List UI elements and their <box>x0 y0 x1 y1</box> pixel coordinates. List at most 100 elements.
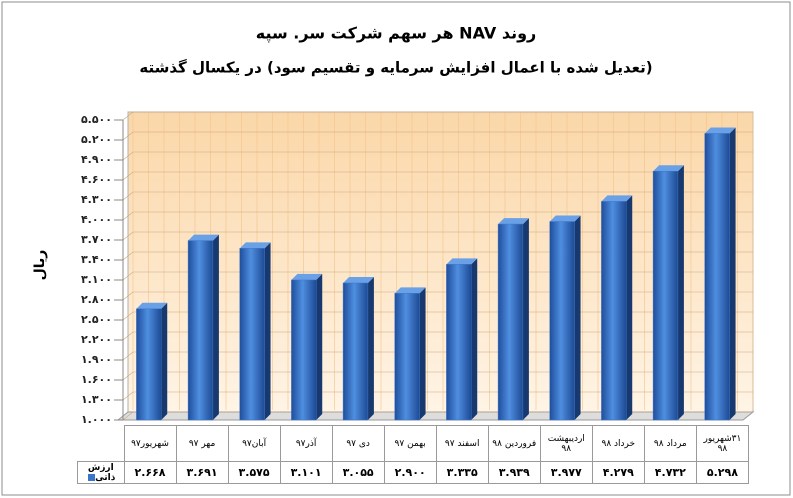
grid-line <box>122 111 753 121</box>
y-tick-label: ۵.۲۰۰ <box>81 133 112 146</box>
grid-line <box>122 191 753 201</box>
bar-top <box>498 218 529 225</box>
value-label: ۳.۰۵۵ <box>331 461 385 484</box>
bar-group <box>497 218 529 421</box>
grid-line <box>122 291 753 301</box>
value-label: ۳.۵۷۵ <box>227 461 281 484</box>
y-tick-label: ۳.۷۰۰ <box>81 233 112 246</box>
bar-top <box>239 242 271 249</box>
bar-side <box>471 258 478 420</box>
category-label: مرداد ۹۸ <box>643 425 697 462</box>
category-label: مهر ۹۷ <box>175 425 229 462</box>
bar <box>187 240 214 421</box>
value-label: ۳.۱۰۱ <box>279 461 333 484</box>
category-label: بهمن ۹۷ <box>383 425 437 462</box>
value-label: ۳.۶۹۱ <box>175 461 229 484</box>
bar-side <box>212 234 219 420</box>
y-tick-label: ۴.۳۰۰ <box>81 193 112 206</box>
value-label: ۲.۹۰۰ <box>383 461 437 484</box>
bar <box>136 308 162 421</box>
value-label: ۵.۲۹۸ <box>695 461 750 484</box>
category-label: ۳۱شهریور ۹۸ <box>695 425 750 462</box>
chart-title: روند NAV هر سهم شرکت سر. سپه <box>256 24 536 44</box>
bar <box>394 293 420 421</box>
bar-side <box>522 218 529 420</box>
grid-line <box>122 371 753 381</box>
value-label: ۲.۶۶۸ <box>123 461 177 484</box>
value-label: ۴.۷۳۲ <box>643 461 697 484</box>
bar-top <box>136 302 168 309</box>
grid-line <box>122 411 753 421</box>
grid-line <box>122 351 753 361</box>
y-axis-label: ریال <box>32 250 48 281</box>
bar-side <box>677 165 684 420</box>
grid-line <box>122 171 753 181</box>
bar-top <box>394 287 426 294</box>
bar-group <box>187 234 219 421</box>
bar-side <box>367 277 374 420</box>
grid-line <box>122 271 753 281</box>
category-label: فروردین ۹۸ <box>487 425 541 462</box>
bar-group <box>549 215 581 421</box>
category-label: اردیبهشت ۹۸ <box>539 425 593 462</box>
category-label: دی ۹۷ <box>331 425 385 462</box>
plot-wall <box>127 111 754 413</box>
bar-side <box>574 215 581 420</box>
bar-side <box>626 195 633 420</box>
legend-entry: ارزش ذاتی <box>77 461 125 484</box>
category-label: آبان۹۷ <box>227 425 281 462</box>
bar-side <box>729 127 736 420</box>
y-tick-label: ۲.۵۰۰ <box>81 313 112 326</box>
grid-line <box>122 251 753 261</box>
bar <box>549 221 575 421</box>
y-tick-label: ۴.۹۰۰ <box>81 153 112 166</box>
bar-top <box>549 215 581 222</box>
bar-group <box>342 277 374 421</box>
grid-line <box>122 151 753 161</box>
y-tick-label: ۵.۵۰۰ <box>81 113 112 126</box>
legend-label: ارزش ذاتی <box>87 462 116 483</box>
bar-group <box>239 242 271 421</box>
bar-side <box>264 242 271 420</box>
y-tick-label: ۱.۹۰۰ <box>81 353 112 366</box>
bar-group <box>446 258 478 421</box>
grid-line <box>122 331 753 341</box>
bar <box>704 133 730 421</box>
grid-line <box>122 391 753 401</box>
bar-group <box>136 302 168 421</box>
y-tick-label: ۴.۶۰۰ <box>81 173 112 186</box>
grid-line <box>122 231 753 241</box>
grid-line <box>122 211 753 221</box>
grid-line <box>122 131 753 141</box>
bar-side <box>419 287 426 420</box>
bar <box>342 282 369 421</box>
legend-swatch <box>88 473 96 481</box>
bar-side <box>316 273 323 420</box>
bar-top <box>601 195 633 202</box>
value-label: ۳.۳۳۵ <box>435 461 489 484</box>
value-label: ۴.۲۷۹ <box>591 461 645 484</box>
y-tick-label: ۱.۳۰۰ <box>81 393 112 406</box>
bar-group <box>601 195 633 421</box>
bar-group <box>291 273 323 421</box>
bar <box>497 223 524 421</box>
bar-group <box>394 287 426 421</box>
value-row: ارزش ذاتی ۲.۶۶۸ ۳.۶۹۱ ۳.۵۷۵ ۳.۱۰۱ ۳.۰۵۵ ۲.۹۰۰ ۳… <box>77 461 750 484</box>
bar <box>239 248 265 421</box>
bar-top <box>704 127 736 134</box>
value-label: ۳.۹۳۹ <box>487 461 541 484</box>
bar-top <box>188 234 219 241</box>
y-tick-label: ۲.۸۰۰ <box>81 293 112 306</box>
y-tick-label: ۴.۰۰۰ <box>81 213 112 226</box>
category-label: آذر۹۷ <box>279 425 333 462</box>
bar-group <box>652 165 684 421</box>
bar <box>446 264 472 421</box>
category-row: شهریور۹۷ مهر ۹۷ آبان۹۷ آذر۹۷ دی ۹۷ بهمن ۹۷ اسف… <box>78 425 750 462</box>
value-label: ۳.۹۷۷ <box>539 461 593 484</box>
category-label: اسفند ۹۷ <box>435 425 489 462</box>
y-tick-label: ۳.۴۰۰ <box>81 253 112 266</box>
data-table: شهریور۹۷ مهر ۹۷ آبان۹۷ آذر۹۷ دی ۹۷ بهمن ۹۷ اسف… <box>77 425 750 484</box>
y-tick-label: ۳.۱۰۰ <box>81 273 112 286</box>
